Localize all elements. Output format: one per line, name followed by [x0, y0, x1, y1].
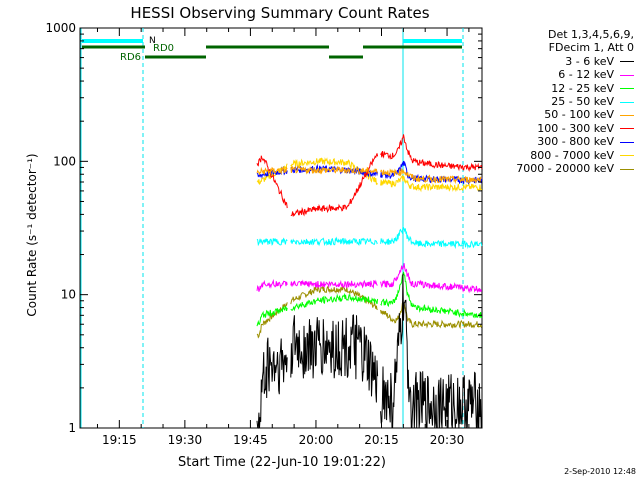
legend-label: 100 - 300 keV	[537, 121, 614, 135]
annotation-rd6: RD6	[120, 52, 141, 63]
legend-swatch	[620, 155, 634, 157]
legend-entry: 6 - 12 keV	[516, 68, 634, 81]
series-layer	[256, 134, 483, 429]
date-stamp: 2-Sep-2010 12:48	[564, 467, 636, 476]
legend-swatch	[620, 61, 634, 63]
legend-label: 300 - 800 keV	[537, 135, 614, 149]
legend-swatch	[620, 114, 634, 116]
legend-entry: 50 - 100 keV	[516, 108, 634, 121]
plot-frame	[79, 27, 483, 429]
y-tick-label: 1000	[45, 21, 76, 35]
legend-swatch	[620, 88, 634, 90]
annotation-rd0: RD0	[153, 43, 174, 54]
plot-border	[79, 27, 483, 429]
y-tick-label: 10	[61, 288, 76, 302]
x-tick-label: 20:15	[364, 433, 399, 447]
legend-swatch	[620, 74, 634, 76]
x-tick-label: 19:15	[102, 433, 137, 447]
legend-entry: 800 - 7000 keV	[516, 149, 634, 162]
series-line-800-7000-keV	[256, 157, 483, 193]
series-line-100-300-keV	[256, 134, 483, 217]
legend-swatch	[620, 141, 634, 143]
y-axis-label: Count Rate (s⁻¹ detector⁻¹)	[25, 153, 39, 316]
legend-entry: 300 - 800 keV	[516, 135, 634, 148]
legend-label: 12 - 25 keV	[551, 81, 614, 95]
series-line-50-100-keV	[256, 165, 483, 185]
top-status-bars	[82, 39, 462, 59]
series-line-12-25-keV	[256, 271, 483, 327]
axes-layer: 1 10 100 1000 19:15 19:30 19:45 20:00 20:15 20:30	[45, 21, 482, 447]
legend-swatch	[620, 168, 634, 170]
series-line-6-12-keV	[256, 263, 483, 294]
legend-header-1: Det 1,3,4,5,6,9,	[547, 28, 634, 41]
legend-entry: 7000 - 20000 keV	[516, 162, 634, 175]
x-tick-label: 20:00	[299, 433, 334, 447]
legend-entry: 25 - 50 keV	[516, 95, 634, 108]
legend-label: 50 - 100 keV	[544, 108, 614, 122]
x-tick-label: 19:30	[168, 433, 203, 447]
annotation-n: N	[149, 36, 156, 46]
legend-label: 25 - 50 keV	[551, 95, 614, 109]
legend-entry: 12 - 25 keV	[516, 82, 634, 95]
legend-swatch	[620, 101, 634, 103]
legend-entry: 100 - 300 keV	[516, 122, 634, 135]
legend-entry: 3 - 6 keV	[516, 55, 634, 68]
legend-label: 6 - 12 keV	[558, 68, 614, 82]
legend-label: 7000 - 20000 keV	[516, 162, 614, 176]
legend-swatch	[620, 128, 634, 130]
legend-label: 800 - 7000 keV	[530, 148, 614, 162]
legend-label: 3 - 6 keV	[565, 54, 614, 68]
x-tick-label: 20:30	[430, 433, 465, 447]
chart-title: HESSI Observing Summary Count Rates	[130, 4, 429, 22]
legend-header-2: FDecim 1, Att 0	[548, 41, 634, 55]
x-axis-label: Start Time (22-Jun-10 19:01:22)	[178, 455, 386, 470]
y-tick-label: 1	[68, 421, 76, 435]
x-tick-label: 19:45	[233, 433, 268, 447]
legend: Det 1,3,4,5,6,9, FDecim 1, Att 0 3 - 6 k…	[516, 28, 634, 175]
y-tick-label: 100	[53, 154, 76, 168]
series-line-3-6-keV	[256, 273, 483, 429]
series-line-25-50-keV	[256, 226, 483, 250]
